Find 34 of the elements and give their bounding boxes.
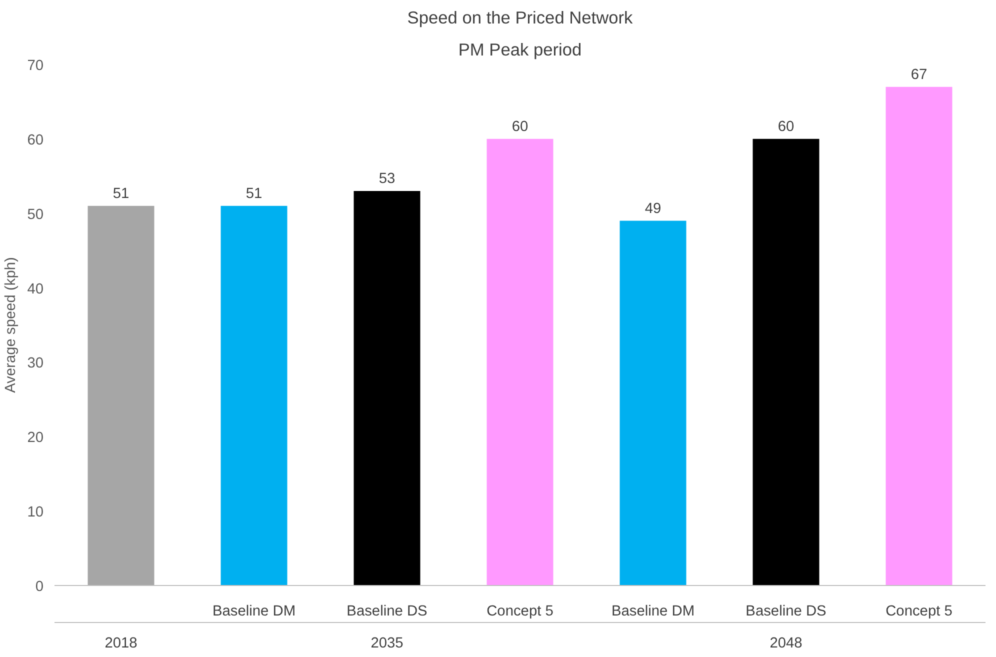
data-label: 49 — [644, 200, 662, 217]
text: 2035 — [370, 636, 404, 652]
y-tick-label: 30 — [27, 356, 44, 372]
chart-title: Speed on the Priced Network — [407, 8, 634, 28]
x-tick-label: Baseline DM — [212, 604, 296, 620]
y-tick-label: 10 — [27, 504, 44, 521]
bar — [486, 138, 554, 586]
bar — [354, 191, 420, 586]
chart-subtitle: PM Peak period — [458, 40, 582, 60]
y-tick-label: 70 — [27, 58, 44, 74]
data-label: 67 — [910, 66, 928, 83]
data-label: 51 — [246, 186, 262, 202]
x-tick-label: Baseline DS — [346, 604, 428, 620]
bar — [752, 138, 820, 586]
x-tick-label: Baseline DM — [611, 604, 695, 620]
bar — [220, 206, 288, 586]
y-tick-label: 20 — [27, 430, 44, 446]
x-tick-label: Baseline DS — [746, 604, 827, 620]
x-tick-label: Concept 5 — [886, 604, 952, 620]
bar — [88, 206, 154, 586]
bar — [620, 220, 686, 586]
y-axis-title: Average speed (kph) — [3, 257, 20, 393]
y-tick-label: 40 — [27, 281, 44, 298]
text: 2018 — [104, 636, 138, 652]
y-tick-label: 0 — [35, 579, 44, 595]
text: 2048 — [770, 636, 802, 652]
y-tick-label: 60 — [27, 132, 44, 148]
x-tick-label: Concept 5 — [486, 604, 554, 620]
bar — [886, 86, 952, 586]
data-label: 60 — [778, 118, 794, 135]
data-label: 53 — [378, 171, 396, 188]
data-label: 60 — [512, 118, 528, 135]
y-tick-label: 50 — [27, 206, 44, 223]
data-label: 51 — [112, 186, 130, 202]
